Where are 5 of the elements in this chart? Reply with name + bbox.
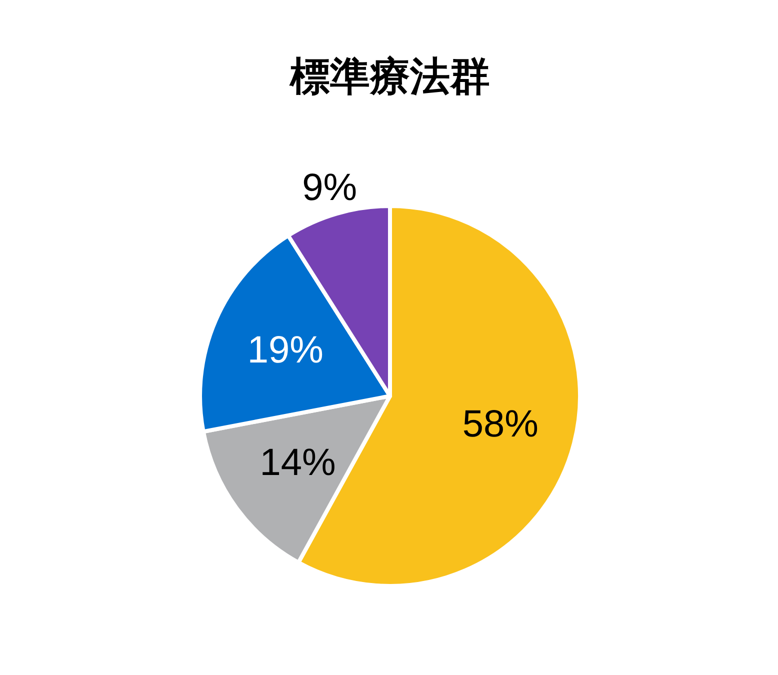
chart-title: 標準療法群: [289, 55, 490, 99]
data-label: 19%: [247, 330, 324, 372]
data-label: 14%: [260, 442, 336, 484]
data-label: 58%: [462, 403, 538, 446]
data-label: 9%: [302, 167, 358, 209]
